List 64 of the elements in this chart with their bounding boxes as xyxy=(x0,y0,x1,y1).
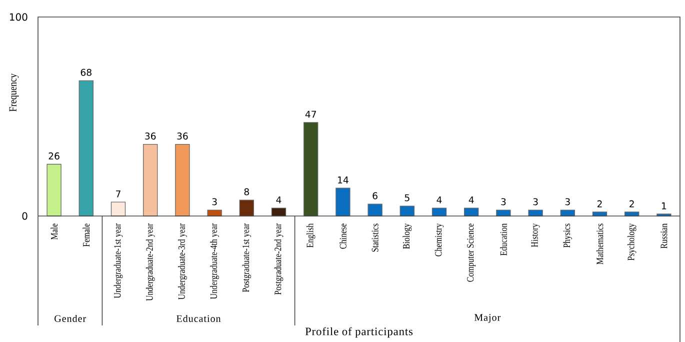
y-tick-label: 100 xyxy=(10,13,28,21)
data-label: 4 xyxy=(436,196,442,204)
data-label: 6 xyxy=(372,192,378,200)
x-tick-label: Psychology xyxy=(627,223,636,260)
bar xyxy=(400,206,414,216)
bar xyxy=(464,208,479,216)
bar xyxy=(207,210,222,216)
data-label: 36 xyxy=(177,132,188,140)
x-tick-label: Chinese xyxy=(340,224,346,249)
x-tick-label: History xyxy=(531,223,540,248)
data-label: 7 xyxy=(116,190,120,198)
text: Major xyxy=(474,314,501,323)
x-tick-label: Mathematics xyxy=(596,224,604,264)
y-axis-title: Frequency xyxy=(9,74,19,112)
bar xyxy=(78,80,94,216)
bar xyxy=(143,144,158,216)
bar xyxy=(432,208,447,216)
x-tick-label: Education xyxy=(500,223,507,256)
data-label: 3 xyxy=(565,198,570,206)
x-tick-label: Postgraduate-2nd year xyxy=(274,223,284,295)
x-tick-label: Chemistry xyxy=(434,223,444,256)
x-tick-label: Female xyxy=(82,224,90,247)
data-label: 3 xyxy=(212,198,217,206)
bar xyxy=(560,210,575,216)
bar xyxy=(271,208,286,216)
x-tick-label: Undergraduate-3rd year xyxy=(178,223,187,300)
bar xyxy=(304,122,318,216)
data-label: 2 xyxy=(630,200,634,208)
data-label: 3 xyxy=(501,198,506,206)
x-tick-label: Male xyxy=(50,224,58,240)
x-tick-label: Undergraduate-2nd year xyxy=(146,223,155,301)
x-tick-label: Computer Science xyxy=(467,224,476,282)
data-label: 47 xyxy=(305,110,316,118)
x-tick-label: Biology xyxy=(402,223,412,249)
bar xyxy=(496,210,511,216)
text: Education xyxy=(176,314,221,322)
x-tick-label: Postgraduate-1st year xyxy=(242,223,252,292)
x-tick-label: Undergraduate-4th year xyxy=(210,223,219,300)
bar xyxy=(368,204,382,216)
x-tick-label: Statistics xyxy=(372,224,378,252)
x-tick-label: English xyxy=(306,223,316,248)
data-label: 26 xyxy=(48,152,60,160)
data-label: 8 xyxy=(244,188,249,196)
data-label: 68 xyxy=(80,68,92,76)
bar xyxy=(175,144,190,216)
data-label: 14 xyxy=(338,176,348,184)
bar xyxy=(239,200,254,216)
bar xyxy=(110,202,126,216)
data-label: 5 xyxy=(404,194,410,202)
x-axis-title: Profile of participants xyxy=(305,327,413,338)
bar xyxy=(528,210,543,216)
bar xyxy=(336,188,350,216)
x-tick-label: Physics xyxy=(563,224,572,248)
data-label: 2 xyxy=(597,200,602,208)
bar xyxy=(46,164,62,216)
text: Gender xyxy=(54,314,86,322)
data-label: 4 xyxy=(468,196,474,204)
y-tick-label: 0 xyxy=(22,212,28,220)
x-tick-label: Undergraduate-1st year xyxy=(114,223,123,298)
x-tick-label: Russian xyxy=(660,223,668,248)
data-label: 3 xyxy=(533,198,538,206)
data-label: 1 xyxy=(662,202,666,210)
data-label: 4 xyxy=(276,196,282,204)
data-label: 36 xyxy=(145,132,156,140)
